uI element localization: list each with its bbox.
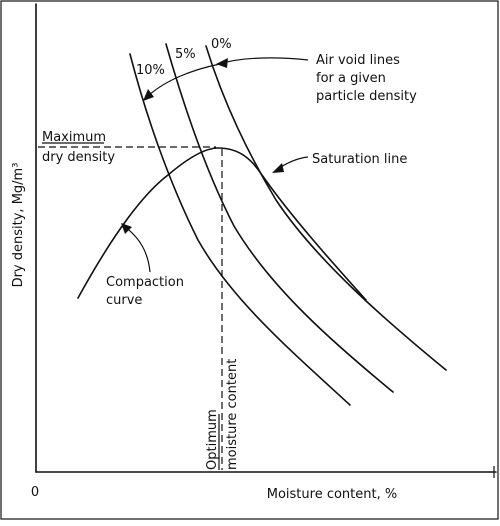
compaction-label-1: Compaction (106, 275, 184, 290)
air-void-pointer (219, 57, 309, 65)
optimum-label-1: Optimum (205, 409, 220, 470)
air-void-label-line-3: particle density (316, 89, 417, 104)
air-void-line-0 (205, 45, 447, 371)
air-void-line-10 (129, 53, 351, 406)
y-axis-label: Dry density, Mg/m³ (11, 163, 26, 288)
air-void-label-0: 0% (211, 37, 232, 52)
optimum-label-2: moisture content (225, 359, 240, 470)
air-void-label-5: 5% (175, 47, 196, 62)
air-void-arrowhead-left (143, 89, 154, 101)
max-dry-density-label-2: dry density (42, 150, 115, 165)
air-void-label-10: 10% (136, 63, 165, 78)
air-void-arrowhead-right (216, 58, 228, 68)
air-void-line-5 (165, 43, 394, 393)
saturation-arrowhead (272, 163, 284, 173)
air-void-label-line-2: for a given (316, 71, 386, 86)
compaction-arrowhead (121, 223, 132, 234)
saturation-line-label: Saturation line (312, 152, 407, 167)
compaction-label-2: curve (106, 293, 142, 308)
compaction-curve (77, 147, 367, 301)
x-axis-label: Moisture content, % (267, 487, 397, 502)
max-dry-density-label-1: Maximum (42, 130, 106, 145)
origin-label: 0 (31, 485, 39, 500)
compaction-pointer (123, 225, 151, 273)
air-void-label-line-1: Air void lines (316, 53, 400, 68)
